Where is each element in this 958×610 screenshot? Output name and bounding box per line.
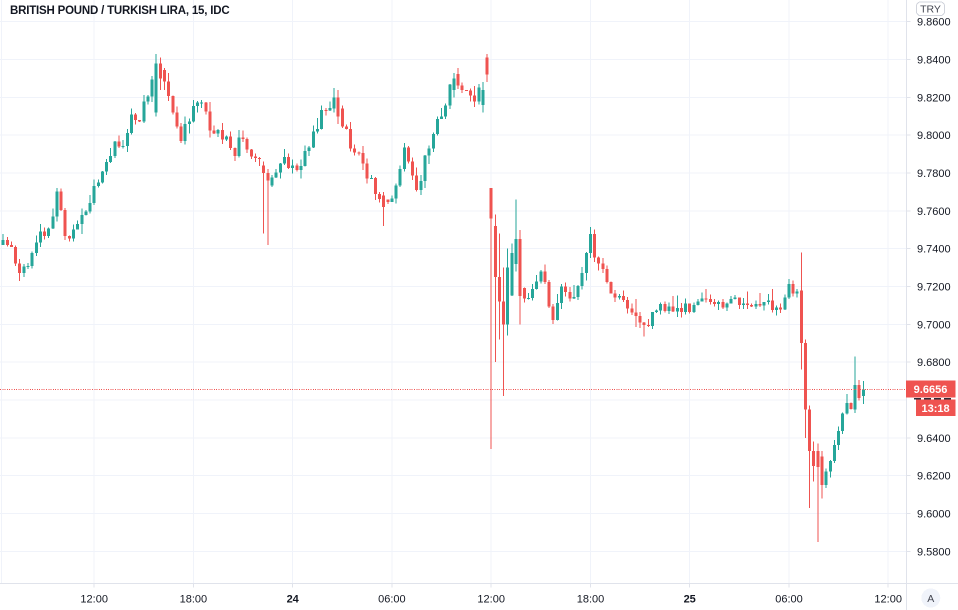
svg-text:BRITISH POUND / TURKISH LIRA,: BRITISH POUND / TURKISH LIRA, 15, IDC xyxy=(10,5,229,17)
svg-text:9.8600: 9.8600 xyxy=(917,17,951,29)
svg-text:06:00: 06:00 xyxy=(378,594,406,606)
svg-text:9.6800: 9.6800 xyxy=(917,357,951,369)
svg-text:9.8200: 9.8200 xyxy=(917,92,951,104)
svg-text:9.8400: 9.8400 xyxy=(917,55,951,67)
svg-text:9.5800: 9.5800 xyxy=(917,546,951,558)
svg-text:12:00: 12:00 xyxy=(477,594,505,606)
svg-text:9.6400: 9.6400 xyxy=(917,433,951,445)
svg-text:9.8000: 9.8000 xyxy=(917,130,951,142)
svg-text:06:00: 06:00 xyxy=(775,594,803,606)
svg-text:9.7400: 9.7400 xyxy=(917,244,951,256)
svg-text:25: 25 xyxy=(684,594,696,606)
svg-text:A: A xyxy=(927,593,934,605)
svg-text:18:00: 18:00 xyxy=(577,594,605,606)
svg-text:12:00: 12:00 xyxy=(80,594,108,606)
svg-text:9.6000: 9.6000 xyxy=(917,509,951,521)
svg-text:9.7800: 9.7800 xyxy=(917,168,951,180)
svg-text:9.7600: 9.7600 xyxy=(917,206,951,218)
svg-text:TRY: TRY xyxy=(920,4,941,16)
svg-text:9.7000: 9.7000 xyxy=(917,319,951,331)
svg-text:9.6656: 9.6656 xyxy=(914,384,948,396)
svg-text:9.6200: 9.6200 xyxy=(917,471,951,483)
svg-text:18:00: 18:00 xyxy=(180,594,208,606)
svg-text:24: 24 xyxy=(287,594,300,606)
svg-text:9.7200: 9.7200 xyxy=(917,282,951,294)
svg-text:12:00: 12:00 xyxy=(874,594,902,606)
svg-text:13:18: 13:18 xyxy=(922,403,950,415)
